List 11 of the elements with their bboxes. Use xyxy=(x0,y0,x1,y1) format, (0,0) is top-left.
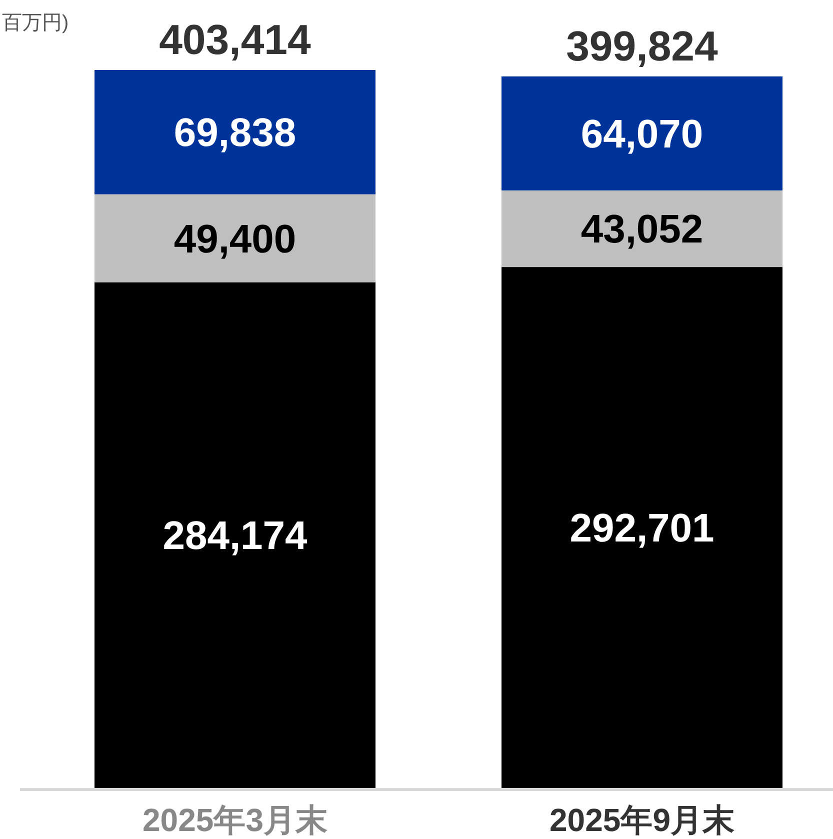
y-axis-title: 百万円) xyxy=(2,12,69,34)
total-label: 399,824 xyxy=(566,22,719,70)
total-label: 403,414 xyxy=(159,16,312,63)
x-tick-label: 2025年9月末 xyxy=(550,802,734,838)
data-label: 69,838 xyxy=(174,111,296,156)
data-label: 43,052 xyxy=(580,208,704,252)
x-tick-label: 2025年3月末 xyxy=(142,802,328,838)
data-label: 49,400 xyxy=(174,217,296,262)
data-label: 64,070 xyxy=(580,112,704,156)
data-label: 292,701 xyxy=(570,506,714,551)
data-label: 284,174 xyxy=(162,514,308,558)
